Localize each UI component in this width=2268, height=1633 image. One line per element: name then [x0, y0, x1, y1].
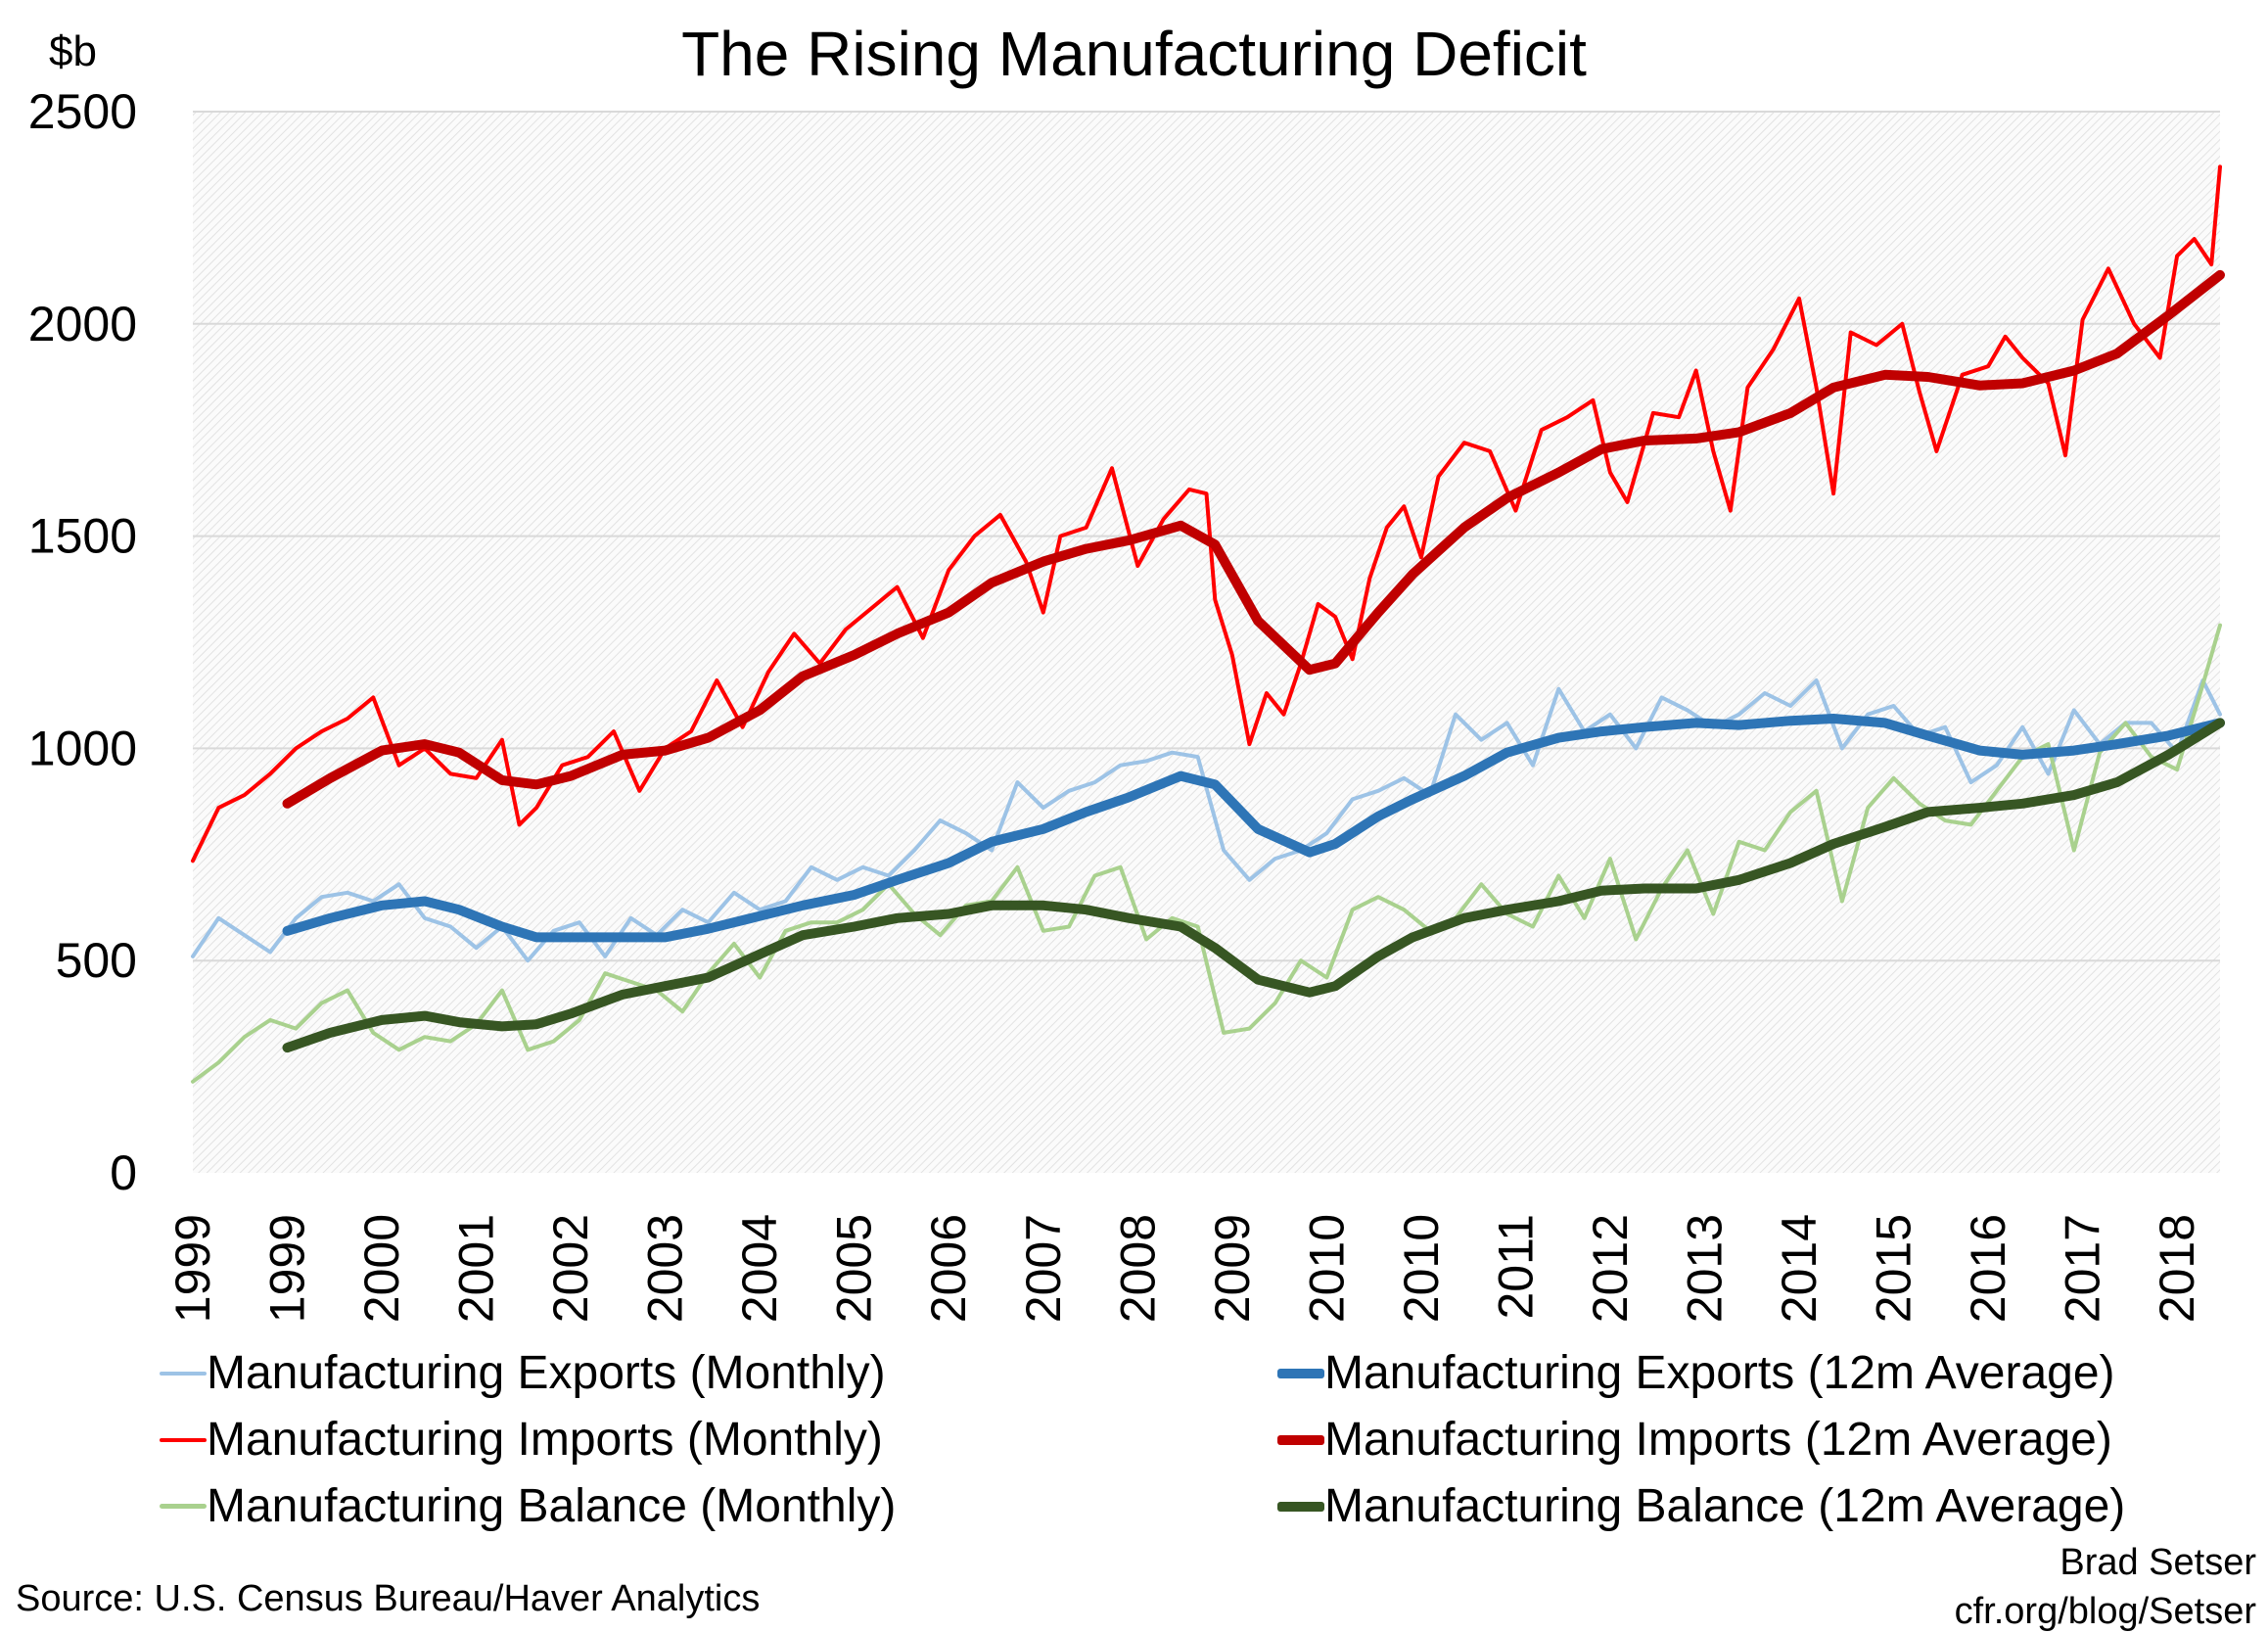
legend-imports-average: Manufacturing Imports (12m Average) [1277, 1413, 2112, 1467]
legend-swatch [160, 1371, 207, 1376]
x-tick-label: 2001 [449, 1214, 504, 1323]
y-tick-label: 2000 [28, 297, 137, 351]
x-tick-label: 2015 [1867, 1214, 1921, 1323]
legend-label: Manufacturing Exports (Monthly) [207, 1347, 886, 1399]
legend-label: Manufacturing Imports (12m Average) [1324, 1414, 2112, 1466]
series-line-manufacturing-exports-12m-average [282, 714, 2225, 943]
chart-title: The Rising Manufacturing Deficit [681, 19, 1587, 89]
x-tick-label: 2016 [1961, 1214, 2015, 1323]
series-line-manufacturing-exports-monthly [191, 678, 2222, 963]
credit-author: Brad Setser [2060, 1542, 2256, 1583]
legend-swatch [1277, 1434, 1324, 1445]
legend-balance-average: Manufacturing Balance (12m Average) [1277, 1479, 2125, 1533]
x-tick-label: 2013 [1677, 1214, 1732, 1323]
y-tick-label: 0 [110, 1145, 137, 1200]
x-tick-label: 2017 [2056, 1214, 2110, 1323]
legend-label: Manufacturing Exports (12m Average) [1324, 1347, 2115, 1399]
y-tick-label: 2500 [28, 84, 137, 139]
x-tick-label: 2012 [1583, 1214, 1638, 1323]
x-tick-label: 2008 [1110, 1214, 1165, 1323]
series-lines [191, 164, 2225, 1084]
x-axis: 1999 1999 2000 2001 2002 2003 2004 2005 2006 2007… [165, 1214, 2204, 1323]
series-line-manufacturing-imports-monthly [191, 164, 2222, 863]
y-tick-label: 1500 [28, 509, 137, 564]
legend-swatch [1277, 1368, 1324, 1378]
y-tick-label: 1000 [28, 721, 137, 775]
series-line-manufacturing-balance-12m-average [282, 718, 2225, 1053]
legend-swatch [1277, 1501, 1324, 1512]
x-tick-label: 2018 [2150, 1214, 2204, 1323]
legend-label: Manufacturing Imports (Monthly) [207, 1414, 883, 1466]
y-tick-label: 500 [56, 933, 137, 988]
y-axis: 0 500 1000 1500 2000 2500 [28, 84, 137, 1200]
legend-exports-monthly: Manufacturing Exports (Monthly) [160, 1346, 886, 1400]
x-tick-label: 2000 [354, 1214, 409, 1323]
x-tick-label: 2014 [1772, 1214, 1827, 1323]
credit-url: cfr.org/blog/Setser [1954, 1591, 2256, 1632]
legend-swatch [160, 1437, 207, 1442]
x-tick-label: 1999 [165, 1214, 220, 1323]
x-tick-label: 2011 [1488, 1214, 1543, 1320]
x-tick-label: 2004 [732, 1214, 787, 1323]
y-axis-unit: $b [49, 27, 97, 75]
legend-label: Manufacturing Balance (Monthly) [207, 1480, 897, 1532]
legend-exports-average: Manufacturing Exports (12m Average) [1277, 1346, 2115, 1400]
series-line-manufacturing-imports-12m-average [282, 269, 2225, 809]
x-tick-label: 2007 [1016, 1214, 1071, 1323]
x-tick-label: 2010 [1394, 1214, 1449, 1323]
x-tick-label: 1999 [260, 1214, 315, 1323]
legend-balance-monthly: Manufacturing Balance (Monthly) [160, 1479, 896, 1533]
x-tick-label: 2010 [1299, 1214, 1354, 1323]
x-tick-label: 2009 [1205, 1214, 1260, 1323]
legend-swatch [160, 1504, 207, 1509]
x-tick-label: 2003 [638, 1214, 693, 1323]
legend-label: Manufacturing Balance (12m Average) [1324, 1480, 2126, 1532]
x-tick-label: 2005 [827, 1214, 882, 1323]
legend-imports-monthly: Manufacturing Imports (Monthly) [160, 1413, 883, 1467]
source-note: Source: U.S. Census Bureau/Haver Analyti… [16, 1578, 761, 1619]
x-tick-label: 2006 [921, 1214, 976, 1323]
x-tick-label: 2002 [543, 1214, 598, 1323]
series-line-manufacturing-balance-monthly [191, 623, 2222, 1084]
plot-area [193, 112, 2220, 1173]
